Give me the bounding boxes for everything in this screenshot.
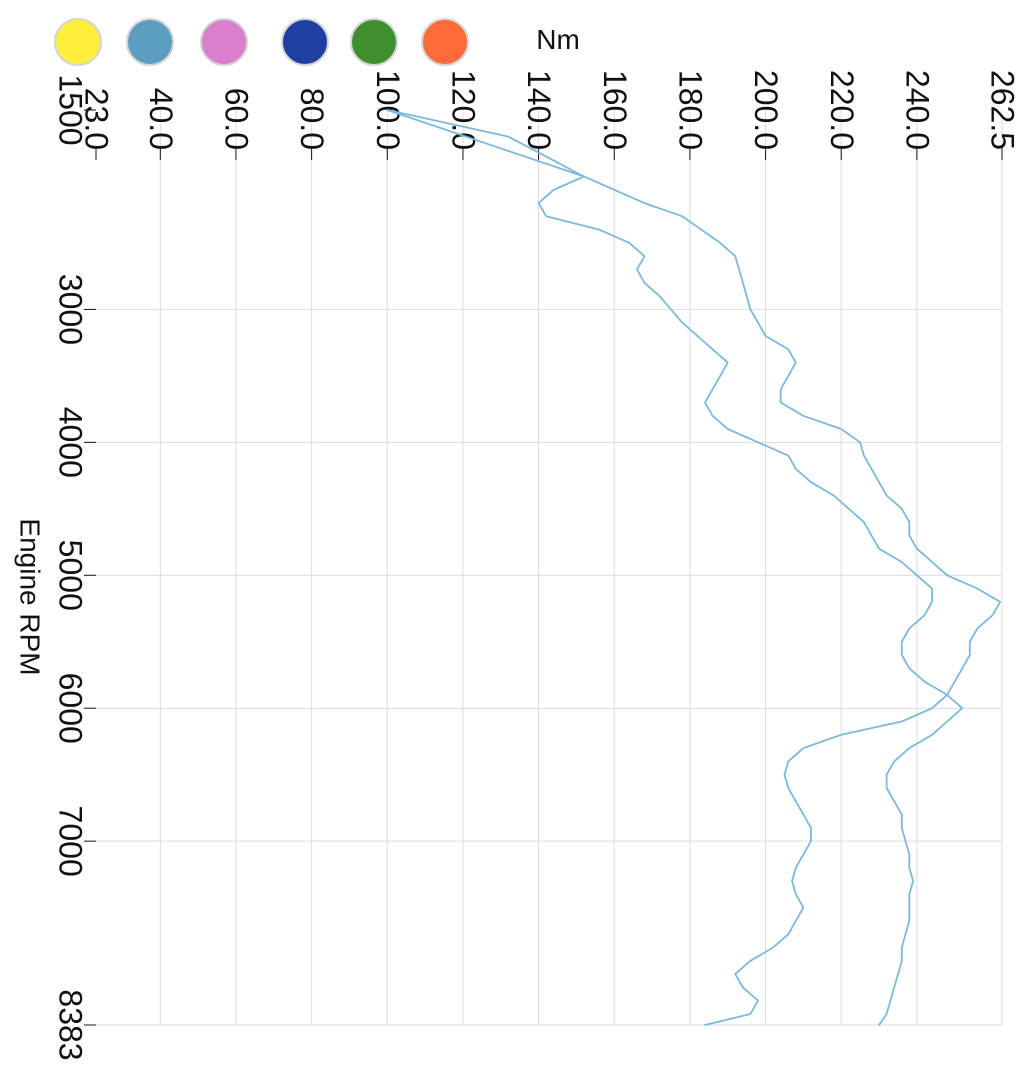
y-tick-label-140.0: 140.0 bbox=[521, 70, 557, 150]
x-tick-label-3000: 3000 bbox=[53, 274, 89, 345]
x-tick-label-8383: 8383 bbox=[53, 989, 89, 1060]
gridlines bbox=[96, 110, 1003, 1026]
legend-swatch-6 bbox=[421, 18, 469, 66]
y-tick-label-23.0: 23.0 bbox=[79, 88, 115, 150]
x-tick-label-4000: 4000 bbox=[53, 407, 89, 478]
series-lines bbox=[386, 109, 1001, 1026]
axis-ticks: 23.0 40.0 60.0 80.0 100.0 120.0 140.0 160.0 180.… bbox=[53, 70, 1021, 1061]
y-tick-label-80.0: 80.0 bbox=[294, 88, 330, 150]
y-tick-label-60.0: 60.0 bbox=[219, 88, 255, 150]
series-line-2 bbox=[386, 109, 964, 1026]
y-tick-label-180.0: 180.0 bbox=[672, 70, 708, 150]
x-tick-label-1500: 1500 bbox=[53, 74, 89, 145]
y-axis-title: Nm bbox=[536, 24, 580, 55]
y-tick-label-240.0: 240.0 bbox=[899, 70, 935, 150]
legend bbox=[54, 18, 469, 66]
y-tick-label-200.0: 200.0 bbox=[748, 70, 784, 150]
y-tick-label-160.0: 160.0 bbox=[597, 70, 633, 150]
legend-swatch-4 bbox=[281, 18, 329, 66]
legend-swatch-3 bbox=[200, 18, 248, 66]
y-tick-label-220.0: 220.0 bbox=[824, 70, 860, 150]
legend-swatch-5 bbox=[350, 18, 398, 66]
x-tick-label-7000: 7000 bbox=[53, 806, 89, 877]
x-axis-title: Engine RPM bbox=[15, 518, 46, 675]
series-line-1 bbox=[386, 109, 1001, 1026]
x-tick-label-5000: 5000 bbox=[53, 540, 89, 611]
y-tick-label-40.0: 40.0 bbox=[143, 88, 179, 150]
y-tick-label-262.5: 262.5 bbox=[985, 70, 1021, 150]
x-tick-label-6000: 6000 bbox=[53, 673, 89, 744]
legend-swatch-2 bbox=[126, 18, 174, 66]
legend-swatch-1 bbox=[54, 18, 102, 66]
y-tick-label-120.0: 120.0 bbox=[445, 70, 481, 150]
